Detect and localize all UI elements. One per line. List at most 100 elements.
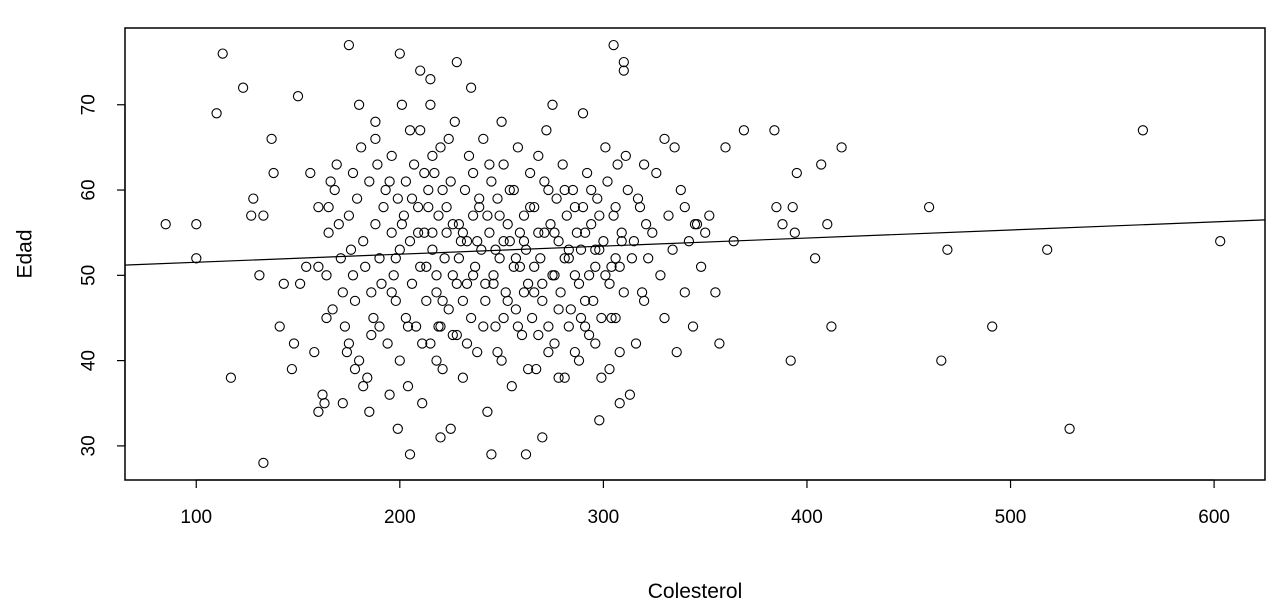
data-point bbox=[549, 227, 560, 238]
data-point bbox=[569, 201, 581, 213]
data-point bbox=[437, 184, 448, 196]
data-point bbox=[541, 125, 552, 136]
data-point bbox=[404, 236, 416, 247]
data-point bbox=[417, 398, 428, 409]
data-point bbox=[480, 278, 491, 289]
data-point bbox=[816, 159, 827, 170]
data-point bbox=[445, 176, 456, 187]
data-point bbox=[695, 261, 707, 272]
x-axis-title: Colesterol bbox=[648, 580, 743, 603]
data-point bbox=[822, 219, 833, 230]
data-point bbox=[441, 227, 452, 238]
data-point bbox=[563, 244, 574, 255]
data-point bbox=[610, 312, 621, 324]
data-point bbox=[836, 142, 847, 153]
data-point bbox=[376, 278, 387, 289]
data-point bbox=[358, 236, 369, 247]
y-axis: 30 40 50 60 70 bbox=[79, 94, 126, 456]
data-point bbox=[533, 150, 544, 162]
data-point bbox=[638, 159, 650, 170]
data-point bbox=[427, 227, 438, 238]
data-point bbox=[349, 295, 361, 307]
data-point bbox=[494, 210, 505, 221]
data-point bbox=[313, 201, 324, 213]
data-point bbox=[396, 219, 408, 230]
data-point bbox=[396, 99, 408, 110]
data-point bbox=[604, 363, 615, 375]
data-point bbox=[486, 449, 497, 460]
data-point bbox=[390, 253, 401, 264]
data-point bbox=[461, 278, 473, 289]
data-point bbox=[248, 193, 259, 204]
data-point bbox=[531, 363, 542, 375]
data-point bbox=[498, 159, 509, 170]
regression-line bbox=[124, 219, 1266, 266]
data-point bbox=[467, 270, 479, 281]
data-point bbox=[160, 219, 171, 230]
data-point bbox=[459, 184, 471, 196]
data-point bbox=[600, 270, 611, 281]
data-point bbox=[274, 321, 285, 332]
data-point bbox=[465, 312, 477, 324]
data-point bbox=[321, 270, 332, 281]
data-point bbox=[524, 201, 536, 213]
data-point bbox=[421, 261, 432, 272]
data-point bbox=[594, 210, 605, 221]
data-point bbox=[408, 159, 420, 170]
data-point bbox=[640, 219, 652, 230]
data-point bbox=[333, 219, 344, 230]
data-point bbox=[431, 270, 442, 281]
data-point bbox=[614, 398, 625, 409]
data-point bbox=[415, 65, 426, 76]
data-point bbox=[583, 329, 595, 341]
x-tick-label: 100 bbox=[180, 507, 212, 528]
data-point bbox=[590, 244, 601, 255]
data-point bbox=[567, 184, 579, 196]
data-point bbox=[553, 236, 564, 247]
data-point bbox=[410, 321, 422, 332]
data-point bbox=[472, 346, 483, 358]
data-point bbox=[441, 201, 452, 213]
data-point bbox=[402, 381, 414, 392]
data-point bbox=[526, 312, 538, 324]
data-point bbox=[553, 372, 564, 383]
data-point bbox=[529, 261, 540, 272]
data-point bbox=[551, 193, 562, 204]
y-tick-label: 40 bbox=[79, 350, 100, 371]
data-point bbox=[809, 253, 821, 264]
data-point bbox=[510, 304, 522, 315]
data-point bbox=[394, 48, 405, 59]
data-point bbox=[325, 176, 336, 187]
data-point bbox=[683, 236, 695, 247]
data-point bbox=[402, 321, 414, 332]
data-point bbox=[492, 193, 503, 204]
data-point bbox=[612, 159, 623, 170]
data-point bbox=[412, 227, 424, 238]
data-point bbox=[478, 321, 489, 332]
data-point bbox=[720, 142, 731, 153]
data-point bbox=[575, 312, 587, 324]
data-point bbox=[258, 210, 269, 221]
data-point bbox=[437, 295, 448, 307]
data-point bbox=[573, 355, 585, 366]
data-point bbox=[923, 201, 935, 213]
data-point bbox=[351, 193, 363, 204]
y-axis-title: Edad bbox=[13, 229, 36, 278]
data-point bbox=[447, 219, 458, 230]
data-point bbox=[423, 201, 434, 213]
data-point bbox=[437, 363, 448, 375]
data-point bbox=[942, 244, 953, 255]
data-point bbox=[449, 116, 460, 127]
data-point bbox=[529, 287, 540, 298]
data-point bbox=[549, 270, 560, 281]
data-point bbox=[337, 398, 348, 409]
data-point bbox=[659, 133, 670, 145]
data-point bbox=[563, 321, 574, 332]
data-point bbox=[514, 227, 526, 238]
data-point bbox=[447, 270, 458, 281]
data-point bbox=[439, 253, 450, 264]
data-point bbox=[616, 227, 627, 238]
data-point bbox=[374, 321, 385, 332]
data-point bbox=[335, 253, 346, 264]
